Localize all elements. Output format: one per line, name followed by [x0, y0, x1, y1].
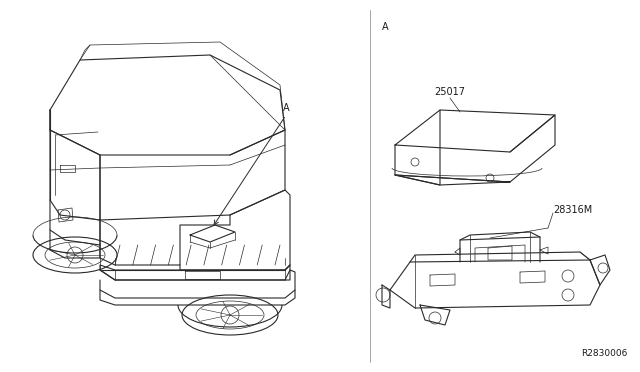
- Text: A: A: [382, 22, 388, 32]
- Text: R2830006: R2830006: [582, 349, 628, 358]
- Text: 25017: 25017: [435, 87, 465, 97]
- Text: 28316M: 28316M: [553, 205, 592, 215]
- Text: A: A: [283, 103, 289, 113]
